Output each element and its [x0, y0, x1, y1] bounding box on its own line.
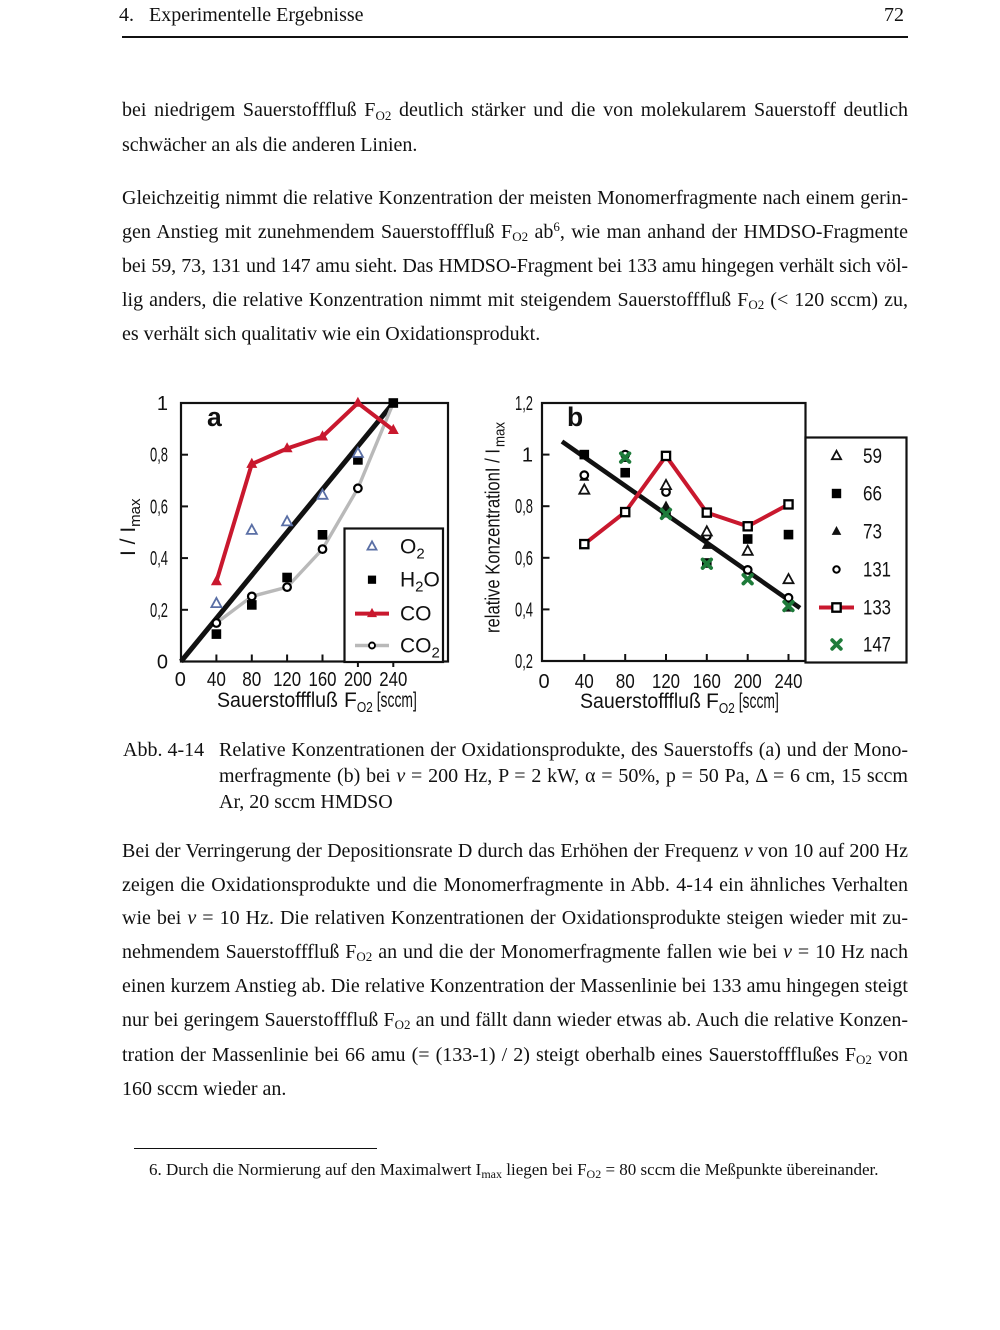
svg-text:80: 80: [616, 671, 635, 693]
svg-text:0,6: 0,6: [150, 496, 168, 518]
svg-text:40: 40: [575, 671, 594, 693]
svg-text:80: 80: [242, 669, 261, 691]
svg-text:120: 120: [273, 669, 301, 691]
svg-text:0,6: 0,6: [515, 548, 533, 570]
svg-text:max: max: [492, 422, 509, 447]
svg-text:0,8: 0,8: [150, 445, 168, 467]
svg-text:1: 1: [157, 393, 168, 415]
svg-text:0: 0: [538, 671, 549, 693]
svg-text:1: 1: [522, 445, 533, 467]
svg-text:Sauerstofffluß: Sauerstofffluß: [217, 689, 338, 712]
svg-text:131: 131: [863, 559, 891, 582]
svg-text:a: a: [207, 402, 222, 432]
svg-text:240: 240: [775, 671, 803, 693]
svg-text:CO: CO: [400, 603, 432, 626]
svg-text:0: 0: [157, 652, 168, 674]
svg-text:133: 133: [863, 597, 891, 620]
svg-text:0,2: 0,2: [150, 600, 168, 622]
svg-text:relative KonzentrationI / I: relative KonzentrationI / I: [483, 449, 505, 633]
svg-text:73: 73: [863, 521, 882, 544]
svg-text:b: b: [567, 402, 583, 432]
svg-text:200: 200: [344, 669, 372, 691]
svg-text:1,2: 1,2: [515, 393, 533, 415]
svg-text:160: 160: [693, 671, 721, 693]
svg-text:240: 240: [379, 669, 407, 691]
svg-text:147: 147: [863, 634, 891, 657]
svg-text:I / Imax: I / Imax: [117, 498, 144, 556]
svg-text:0,2: 0,2: [515, 651, 533, 673]
svg-text:160: 160: [309, 669, 337, 691]
svg-text:Sauerstofffluß: Sauerstofffluß: [580, 690, 701, 713]
svg-text:0: 0: [175, 669, 186, 691]
svg-text:0,8: 0,8: [515, 496, 533, 518]
svg-text:FO2 [sccm]: FO2 [sccm]: [344, 689, 417, 716]
svg-text:0,4: 0,4: [150, 548, 168, 570]
svg-text:200: 200: [734, 671, 762, 693]
svg-text:66: 66: [863, 483, 882, 506]
svg-text:120: 120: [652, 671, 680, 693]
svg-text:59: 59: [863, 445, 882, 468]
svg-text:FO2 [sccm]: FO2 [sccm]: [706, 690, 779, 717]
svg-text:0,4: 0,4: [515, 599, 533, 621]
svg-text:40: 40: [207, 669, 226, 691]
